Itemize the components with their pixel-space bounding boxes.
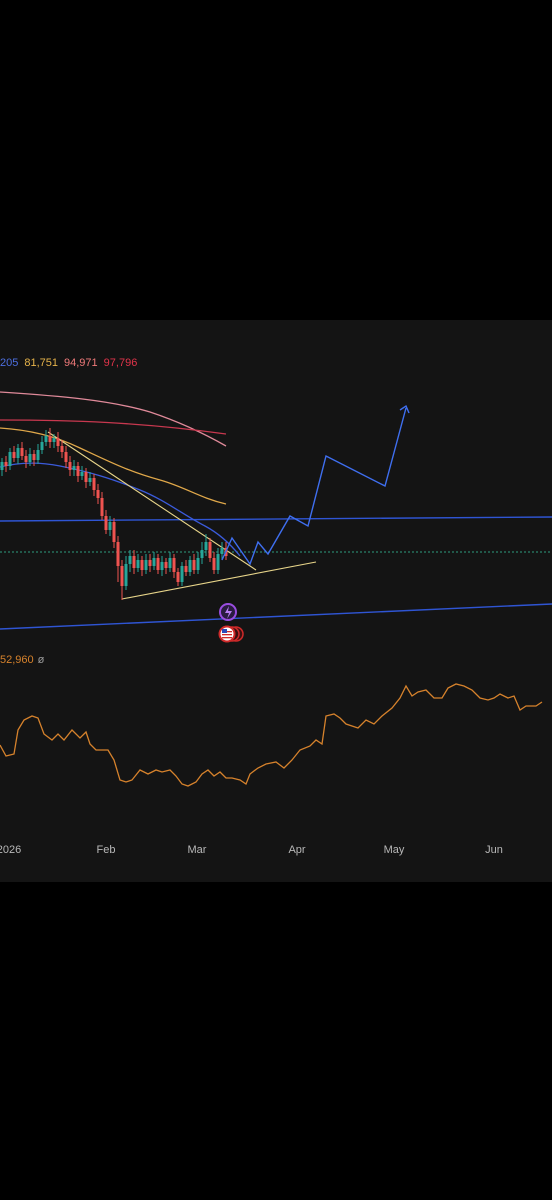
x-tick-apr: Apr: [288, 844, 306, 856]
candle-body: [60, 446, 64, 452]
candle-body: [68, 462, 72, 470]
ma-orange-line: [0, 427, 227, 505]
candle-body: [176, 572, 180, 582]
candle-body: [164, 562, 168, 568]
oscillator-value: 52,960: [0, 654, 34, 666]
candle-body: [104, 516, 108, 530]
candle-body: [100, 498, 104, 516]
candle-body: [24, 456, 28, 462]
candle-body: [196, 558, 200, 570]
candle-body: [208, 542, 212, 558]
candle-body: [16, 448, 20, 458]
candle-body: [216, 554, 220, 570]
projection-arrowhead: [399, 404, 410, 414]
x-tick-jun: Jun: [485, 844, 503, 856]
oscillator-legend: 52,960 ø: [0, 654, 44, 666]
candle-body: [192, 560, 196, 570]
candle-body: [148, 560, 152, 566]
candle-body: [220, 548, 224, 554]
candle-body: [4, 462, 8, 466]
candle-body: [52, 438, 56, 442]
ascending-trendline[interactable]: [121, 561, 317, 600]
candle-body: [112, 522, 116, 542]
candle-body: [56, 438, 60, 446]
candle-body: [200, 550, 204, 558]
lightning-event-icon[interactable]: [219, 603, 237, 621]
candle-body: [168, 558, 172, 568]
candle-body: [132, 556, 136, 568]
legend-value-pink: 94,971: [64, 357, 98, 369]
candle-body: [204, 542, 208, 550]
candle-body: [92, 478, 96, 490]
candle-body: [28, 454, 32, 462]
candle-body: [184, 566, 188, 572]
candle-body: [80, 472, 84, 476]
candle-body: [160, 562, 164, 570]
candle-body: [180, 566, 184, 582]
candle-body: [8, 452, 12, 466]
candle-body: [76, 466, 80, 476]
ma-blue-line: [0, 462, 241, 557]
candle-body: [0, 462, 4, 470]
us-flag-event-icon[interactable]: [218, 625, 244, 643]
candle-body: [144, 560, 148, 570]
candle-body: [120, 566, 124, 586]
candle-body: [172, 558, 176, 572]
x-tick-feb: Feb: [96, 844, 116, 856]
x-tick-2026: 2026: [0, 844, 22, 856]
candle-body: [96, 490, 100, 498]
candle-body: [44, 436, 48, 442]
oscillator-line: [0, 683, 543, 787]
ma-pink-line: [0, 391, 227, 447]
legend-value-orange: 81,751: [24, 357, 59, 369]
candle-body: [188, 560, 192, 572]
indicator-legend: 205 81,751 94,971 97,796: [0, 357, 143, 369]
candle-body: [32, 454, 36, 460]
candle-body: [40, 442, 44, 450]
candle-body: [48, 436, 52, 442]
channel-lower-line[interactable]: [0, 603, 552, 630]
projection-path[interactable]: [221, 407, 407, 566]
candle-body: [124, 564, 128, 586]
x-tick-mar: Mar: [187, 844, 207, 856]
time-axis[interactable]: 2026 Feb Mar Apr May Jun: [0, 844, 552, 860]
oscillator-zero-symbol: ø: [37, 654, 45, 666]
candlestick-series: [0, 428, 228, 600]
legend-value-blue: 205: [0, 357, 19, 369]
candle-body: [72, 466, 76, 470]
descending-trendline[interactable]: [47, 431, 257, 571]
candle-body: [36, 450, 40, 460]
channel-upper-line[interactable]: [0, 516, 552, 522]
candle-body: [12, 452, 16, 458]
ma-red-line: [0, 419, 227, 435]
candle-body: [108, 522, 112, 530]
price-chart[interactable]: [0, 320, 552, 882]
x-tick-may: May: [383, 844, 405, 856]
candle-body: [84, 472, 88, 482]
candle-body: [88, 478, 92, 482]
candle-body: [116, 542, 120, 566]
legend-value-red: 97,796: [103, 357, 138, 369]
candle-body: [156, 558, 160, 570]
candle-body: [212, 558, 216, 570]
candle-body: [152, 558, 156, 566]
candle-body: [128, 556, 132, 564]
candle-body: [20, 448, 24, 456]
candle-body: [140, 560, 144, 570]
candle-body: [64, 452, 68, 462]
candle-body: [136, 560, 140, 568]
